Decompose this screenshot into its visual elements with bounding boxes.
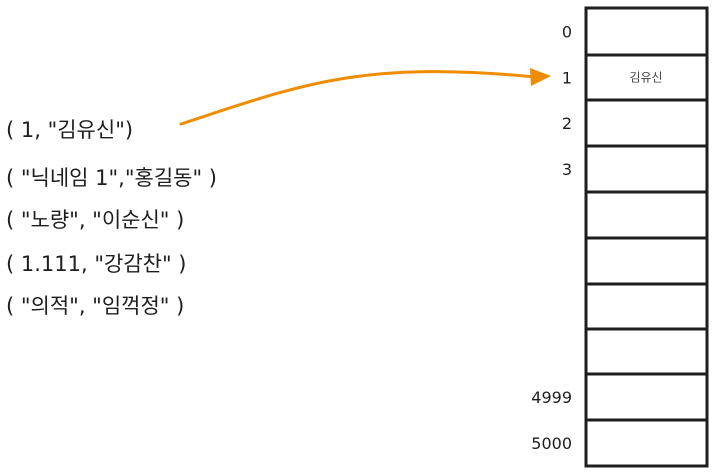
tuple-5: ( "의적", "임꺽정" ) [6,294,184,318]
tuple-4: ( 1.111, "강감찬" ) [6,252,186,276]
tuple-1: ( 1, "김유신") [6,118,133,142]
array-cell [584,190,709,240]
array-cell [584,236,709,286]
array-cell [584,372,709,422]
array-cell [584,6,709,57]
array-index-label: 5000 [531,434,572,453]
array-cell [584,282,709,331]
array-index-label: 1 [562,69,572,88]
array-index-label: 3 [562,160,572,179]
tuple-3: ( "노량", "이순신" ) [6,208,184,232]
array-cell [584,418,709,468]
array-index-label: 0 [562,23,572,42]
array-cell [584,98,709,148]
array-index-label: 2 [562,114,572,133]
array-index-label: 4999 [531,388,572,407]
array-cell [584,327,709,376]
arrow-head-icon [530,68,551,86]
mapping-arrow [179,70,537,126]
tuple-2: ( "닉네임 1","홍길동" ) [6,166,217,190]
array-cell [584,144,709,194]
array-cell-value: 김유신 [629,71,662,85]
